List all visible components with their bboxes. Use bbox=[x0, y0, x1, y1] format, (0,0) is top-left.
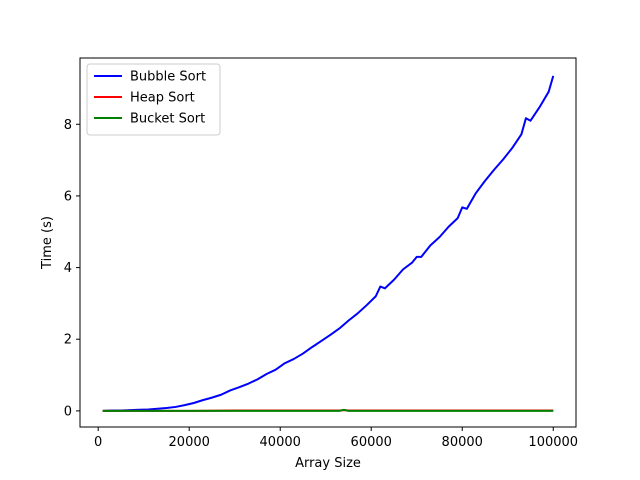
x-tick-label: 20000 bbox=[169, 435, 210, 450]
y-tick-label: 4 bbox=[64, 261, 72, 276]
series-line-bubble-sort bbox=[102, 75, 555, 412]
x-axis-ticks: 0 20000 40000 60000 80000 100000 bbox=[94, 427, 578, 450]
legend-label: Bubble Sort bbox=[130, 70, 206, 85]
legend-label: Heap Sort bbox=[130, 91, 195, 106]
y-axis-ticks: 0 2 4 6 8 bbox=[64, 118, 80, 419]
plot-lines bbox=[102, 75, 555, 412]
y-tick-label: 2 bbox=[64, 333, 72, 348]
y-tick-label: 8 bbox=[64, 118, 72, 133]
y-axis-label: Time (s) bbox=[40, 216, 55, 270]
x-tick-label: 100000 bbox=[528, 435, 578, 450]
x-axis-label: Array Size bbox=[295, 456, 361, 471]
y-tick-label: 0 bbox=[64, 404, 72, 419]
x-tick-label: 80000 bbox=[442, 435, 483, 450]
legend-label: Bucket Sort bbox=[130, 112, 205, 127]
axes-frame bbox=[79, 57, 577, 428]
x-tick-label: 60000 bbox=[351, 435, 392, 450]
series-line-bucket-sort bbox=[102, 408, 554, 412]
x-tick-label: 0 bbox=[94, 435, 102, 450]
legend: Bubble Sort Heap Sort Bucket Sort bbox=[86, 63, 221, 136]
x-tick-label: 40000 bbox=[260, 435, 301, 450]
y-tick-label: 6 bbox=[64, 189, 72, 204]
